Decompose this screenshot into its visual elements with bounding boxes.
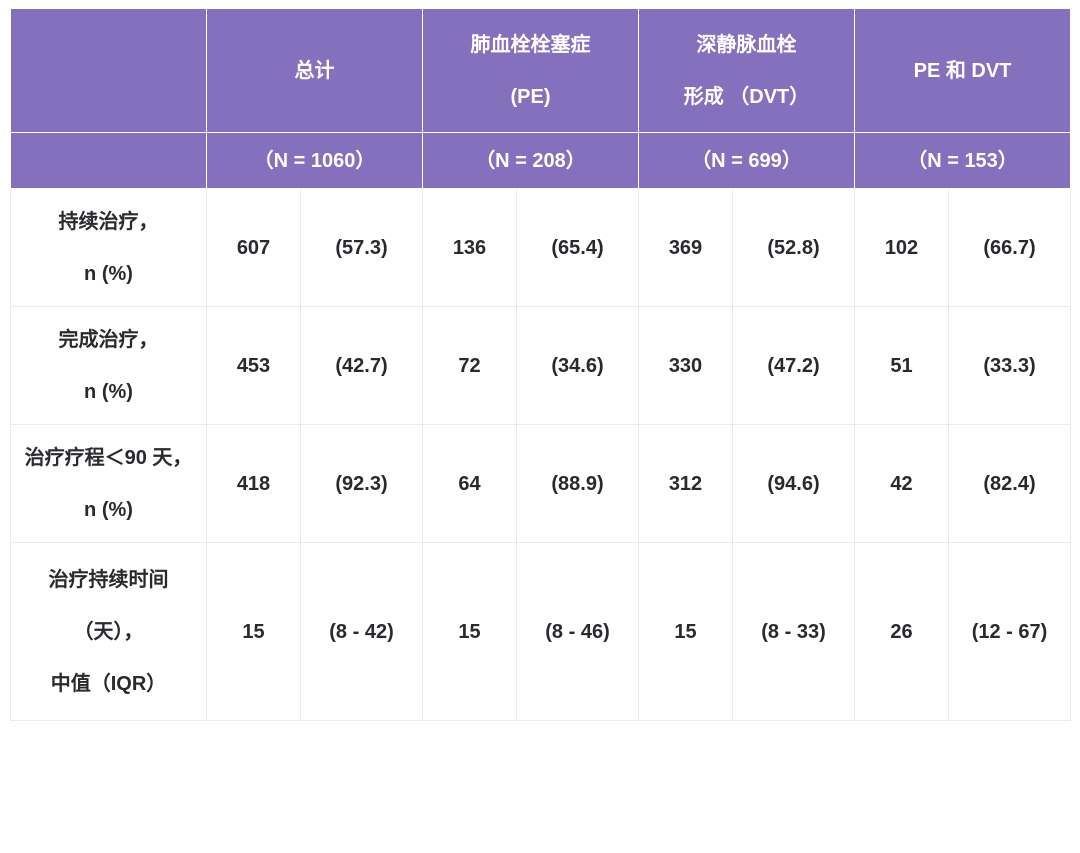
cell-n: 42 xyxy=(855,425,949,543)
cell-n: 607 xyxy=(207,189,301,307)
cell-n: 102 xyxy=(855,189,949,307)
cell-n: 418 xyxy=(207,425,301,543)
cell-n: 15 xyxy=(207,543,301,721)
cell-p: (57.3) xyxy=(301,189,423,307)
header-n-total: （N = 1060） xyxy=(207,133,423,189)
header-n-dvt: （N = 699） xyxy=(639,133,855,189)
header-n-pe: （N = 208） xyxy=(423,133,639,189)
cell-n: 369 xyxy=(639,189,733,307)
row-label: 治疗疗程＜90 天， n (%) xyxy=(11,425,207,543)
cell-p: (92.3) xyxy=(301,425,423,543)
table-row: 治疗持续时间 （天）， 中值（IQR） 15 (8 - 42) 15 (8 - … xyxy=(11,543,1071,721)
cell-n: 15 xyxy=(423,543,517,721)
cell-n: 312 xyxy=(639,425,733,543)
header-col-pe: 肺血栓栓塞症 (PE) xyxy=(423,9,639,133)
cell-p: (52.8) xyxy=(733,189,855,307)
cell-n: 72 xyxy=(423,307,517,425)
header-blank-top xyxy=(11,9,207,133)
cell-p: (12 - 67) xyxy=(949,543,1071,721)
table-row: 完成治疗， n (%) 453 (42.7) 72 (34.6) 330 (47… xyxy=(11,307,1071,425)
cell-p: (8 - 33) xyxy=(733,543,855,721)
cell-n: 64 xyxy=(423,425,517,543)
cell-n: 26 xyxy=(855,543,949,721)
cell-p: (47.2) xyxy=(733,307,855,425)
cell-p: (42.7) xyxy=(301,307,423,425)
table-row: 治疗疗程＜90 天， n (%) 418 (92.3) 64 (88.9) 31… xyxy=(11,425,1071,543)
row-label: 持续治疗， n (%) xyxy=(11,189,207,307)
cell-p: (82.4) xyxy=(949,425,1071,543)
header-n-pedvt: （N = 153） xyxy=(855,133,1071,189)
row-label: 完成治疗， n (%) xyxy=(11,307,207,425)
cell-p: (94.6) xyxy=(733,425,855,543)
header-col-total: 总计 xyxy=(207,9,423,133)
header-col-pedvt: PE 和 DVT xyxy=(855,9,1071,133)
header-blank-n xyxy=(11,133,207,189)
table-row: 持续治疗， n (%) 607 (57.3) 136 (65.4) 369 (5… xyxy=(11,189,1071,307)
cell-p: (66.7) xyxy=(949,189,1071,307)
cell-n: 330 xyxy=(639,307,733,425)
cell-p: (33.3) xyxy=(949,307,1071,425)
cell-n: 15 xyxy=(639,543,733,721)
header-col-dvt: 深静脉血栓 形成 （DVT） xyxy=(639,9,855,133)
cell-n: 453 xyxy=(207,307,301,425)
cell-n: 136 xyxy=(423,189,517,307)
cell-p: (88.9) xyxy=(517,425,639,543)
treatment-status-table: 总计 肺血栓栓塞症 (PE) 深静脉血栓 形成 （DVT） PE 和 DVT （… xyxy=(10,8,1071,721)
cell-p: (65.4) xyxy=(517,189,639,307)
row-label: 治疗持续时间 （天）， 中值（IQR） xyxy=(11,543,207,721)
cell-n: 51 xyxy=(855,307,949,425)
cell-p: (8 - 42) xyxy=(301,543,423,721)
cell-p: (8 - 46) xyxy=(517,543,639,721)
cell-p: (34.6) xyxy=(517,307,639,425)
